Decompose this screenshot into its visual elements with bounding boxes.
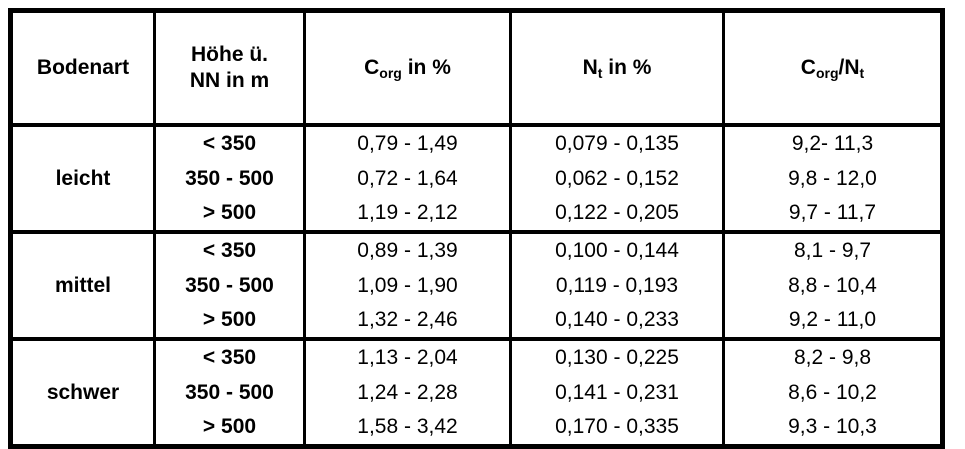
header-corg-rest: in % [401,56,451,79]
table-header: Bodenart Höhe ü. NN in m Corg in % Nt in… [9,10,944,127]
corg-cell: 1,19 - 2,12 [303,196,512,232]
ratio-cell: 8,6 - 10,2 [722,375,944,410]
nt-cell: 0,170 - 0,335 [509,410,725,447]
header-ratio-base1: C [800,56,816,79]
table-row: > 500 1,58 - 3,42 0,170 - 0,335 9,3 - 10… [11,410,944,447]
header-corg-base: C [364,56,380,79]
hoehe-cell: 350 - 500 [153,268,306,303]
table-row: 350 - 500 0,72 - 1,64 0,062 - 0,152 9,8 … [11,161,944,196]
corg-cell: 0,79 - 1,49 [303,125,512,161]
soil-data-table-container: Bodenart Höhe ü. NN in m Corg in % Nt in… [8,8,945,449]
nt-cell: 0,130 - 0,225 [509,339,725,375]
hoehe-cell: > 500 [153,303,306,339]
ratio-cell: 9,7 - 11,7 [722,196,944,232]
nt-cell: 0,140 - 0,233 [509,303,725,339]
header-hoehe-line2: NN in m [189,69,270,92]
corg-cell: 1,32 - 2,46 [303,303,512,339]
header-nt-base: N [582,56,598,79]
group-mittel: mittel < 350 0,89 - 1,39 0,100 - 0,144 8… [9,232,944,339]
hoehe-cell: < 350 [153,339,306,375]
corg-cell: 0,89 - 1,39 [303,232,512,268]
header-row: Bodenart Höhe ü. NN in m Corg in % Nt in… [9,10,944,127]
bodenart-cell-mittel: mittel [9,232,156,339]
header-nt-rest: in % [602,56,652,79]
nt-cell: 0,141 - 0,231 [509,375,725,410]
soil-data-table: Bodenart Höhe ü. NN in m Corg in % Nt in… [8,8,945,449]
ratio-cell: 9,2- 11,3 [722,125,944,161]
bodenart-cell-leicht: leicht [9,125,156,232]
nt-cell: 0,079 - 0,135 [509,125,725,161]
ratio-cell: 9,3 - 10,3 [722,410,944,447]
corg-cell: 1,24 - 2,28 [303,375,512,410]
hoehe-cell: 350 - 500 [153,375,306,410]
header-corg-nt-ratio: Corg/Nt [722,10,944,127]
table-row: leicht < 350 0,79 - 1,49 0,079 - 0,135 9… [9,125,944,232]
corg-cell: 0,72 - 1,64 [303,161,512,196]
header-ratio-sub1: org [815,65,839,81]
hoehe-cell: < 350 [153,125,306,161]
corg-cell: 1,09 - 1,90 [303,268,512,303]
header-nt: Nt in % [509,10,725,127]
table-row: mittel < 350 0,89 - 1,39 0,100 - 0,144 8… [9,232,944,339]
header-bodenart: Bodenart [9,10,156,127]
header-nt-sub: t [597,65,603,81]
ratio-cell: 8,8 - 10,4 [722,268,944,303]
table-row: > 500 1,19 - 2,12 0,122 - 0,205 9,7 - 11… [11,196,944,232]
corg-cell: 1,58 - 3,42 [303,410,512,447]
nt-cell: 0,062 - 0,152 [509,161,725,196]
table-row: 350 - 500 1,09 - 1,90 0,119 - 0,193 8,8 … [11,268,944,303]
nt-cell: 0,100 - 0,144 [509,232,725,268]
header-hoehe: Höhe ü. NN in m [153,10,306,127]
nt-cell: 0,122 - 0,205 [509,196,725,232]
header-ratio-base2: /N [838,56,860,79]
bodenart-cell-schwer: schwer [9,339,156,447]
header-corg-sub: org [379,65,402,81]
hoehe-cell: > 500 [153,196,306,232]
table-row: > 500 1,32 - 2,46 0,140 - 0,233 9,2 - 11… [11,303,944,339]
ratio-cell: 8,2 - 9,8 [722,339,944,375]
group-leicht: leicht < 350 0,79 - 1,49 0,079 - 0,135 9… [9,125,944,232]
header-ratio-sub2: t [859,65,865,81]
ratio-cell: 8,1 - 9,7 [722,232,944,268]
table-row: 350 - 500 1,24 - 2,28 0,141 - 0,231 8,6 … [11,375,944,410]
group-schwer: schwer < 350 1,13 - 2,04 0,130 - 0,225 8… [9,339,944,447]
nt-cell: 0,119 - 0,193 [509,268,725,303]
hoehe-cell: < 350 [153,232,306,268]
ratio-cell: 9,2 - 11,0 [722,303,944,339]
hoehe-cell: > 500 [153,410,306,447]
header-hoehe-line1: Höhe ü. [191,43,268,66]
header-corg: Corg in % [303,10,512,127]
corg-cell: 1,13 - 2,04 [303,339,512,375]
ratio-cell: 9,8 - 12,0 [722,161,944,196]
table-row: schwer < 350 1,13 - 2,04 0,130 - 0,225 8… [9,339,944,447]
hoehe-cell: 350 - 500 [153,161,306,196]
